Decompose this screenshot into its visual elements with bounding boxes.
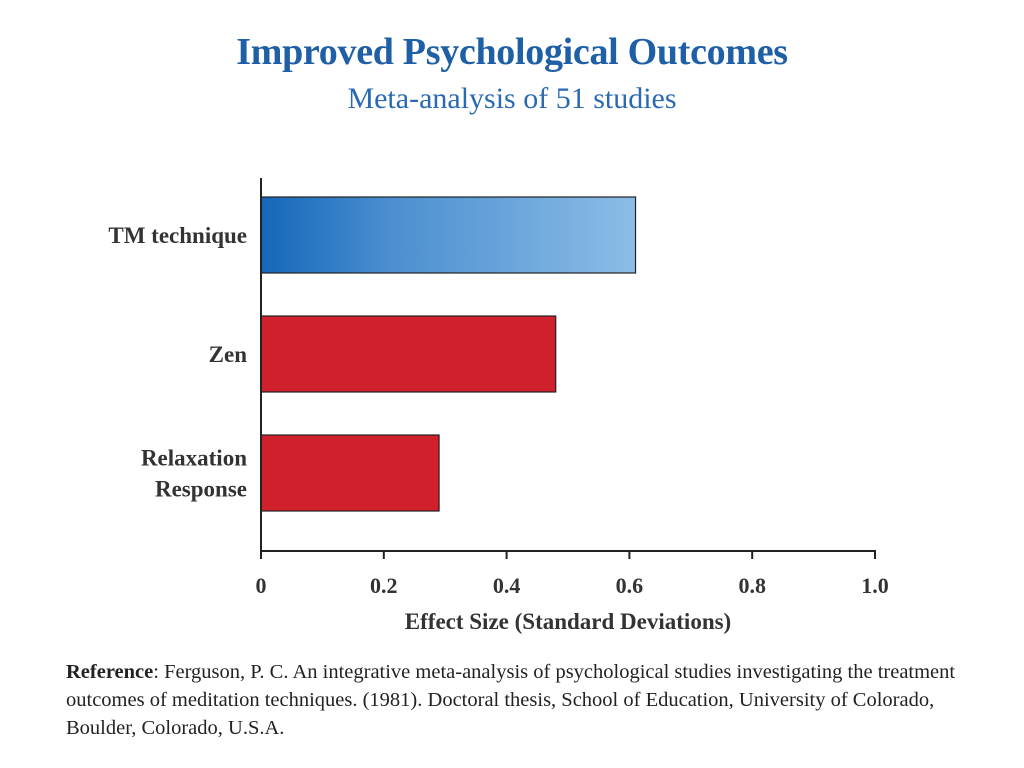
- x-tick-label: 1.0: [861, 573, 889, 598]
- category-label: TM technique: [108, 223, 247, 248]
- category-label: Zen: [209, 342, 248, 367]
- x-tick-label: 0.2: [370, 573, 398, 598]
- x-tick-label: 0.8: [738, 573, 766, 598]
- x-tick-label: 0: [256, 573, 267, 598]
- bar-zen: [260, 315, 557, 393]
- bar-chart: 0 0.2 0.4 0.6 0.8 1.0 TM technique Zen Relaxatio…: [108, 178, 889, 634]
- reference-text: : Ferguson, P. C. An integrative meta-an…: [66, 661, 956, 739]
- reference-note: Reference: Ferguson, P. C. An integrativ…: [66, 658, 986, 742]
- chart-title: Improved Psychological Outcomes: [236, 31, 788, 73]
- bar-tm-technique: [260, 196, 637, 274]
- x-tick-label: 0.4: [493, 573, 521, 598]
- category-label: Relaxation: [141, 446, 247, 471]
- chart-subtitle: Meta-analysis of 51 studies: [347, 82, 677, 115]
- x-tick-label: 0.6: [616, 573, 644, 598]
- reference-label: Reference: [66, 661, 154, 683]
- category-label: Response: [155, 477, 247, 502]
- x-axis-title: Effect Size (Standard Deviations): [405, 609, 731, 634]
- bar-relaxation-response: [260, 434, 440, 512]
